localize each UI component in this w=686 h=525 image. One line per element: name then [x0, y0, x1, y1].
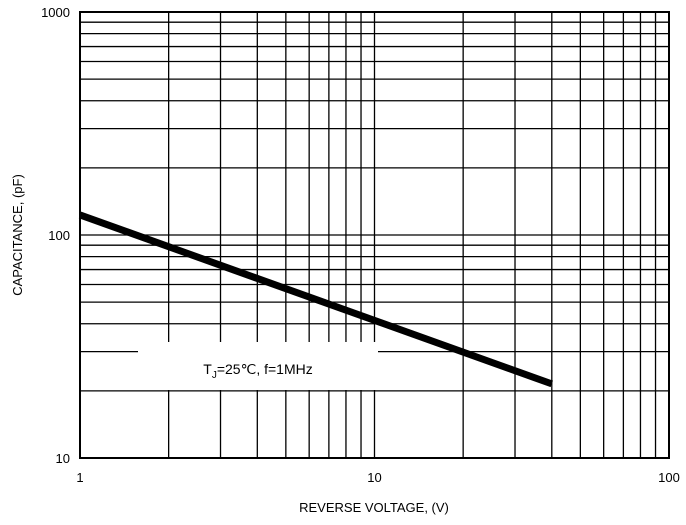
- x-tick-label: 1: [76, 470, 83, 485]
- tick-labels: 1 10 100 10 100 1000: [41, 5, 680, 485]
- y-tick-label: 100: [48, 228, 70, 243]
- x-tick-label: 10: [367, 470, 381, 485]
- x-tick-label: 100: [658, 470, 680, 485]
- x-axis-title: REVERSE VOLTAGE, (V): [299, 500, 449, 515]
- y-tick-label: 1000: [41, 5, 70, 20]
- series-line: [78, 211, 553, 388]
- annotation-text: TJ=25℃, f=1MHz: [203, 361, 312, 381]
- y-axis-title: CAPACITANCE, (pF): [10, 174, 25, 296]
- annotation: TJ=25℃, f=1MHz: [138, 342, 378, 390]
- series-layer: [78, 211, 553, 388]
- y-tick-label: 10: [56, 451, 70, 466]
- annotation-box: [138, 342, 378, 390]
- plot-frame: [79, 11, 670, 459]
- grid: [80, 12, 669, 458]
